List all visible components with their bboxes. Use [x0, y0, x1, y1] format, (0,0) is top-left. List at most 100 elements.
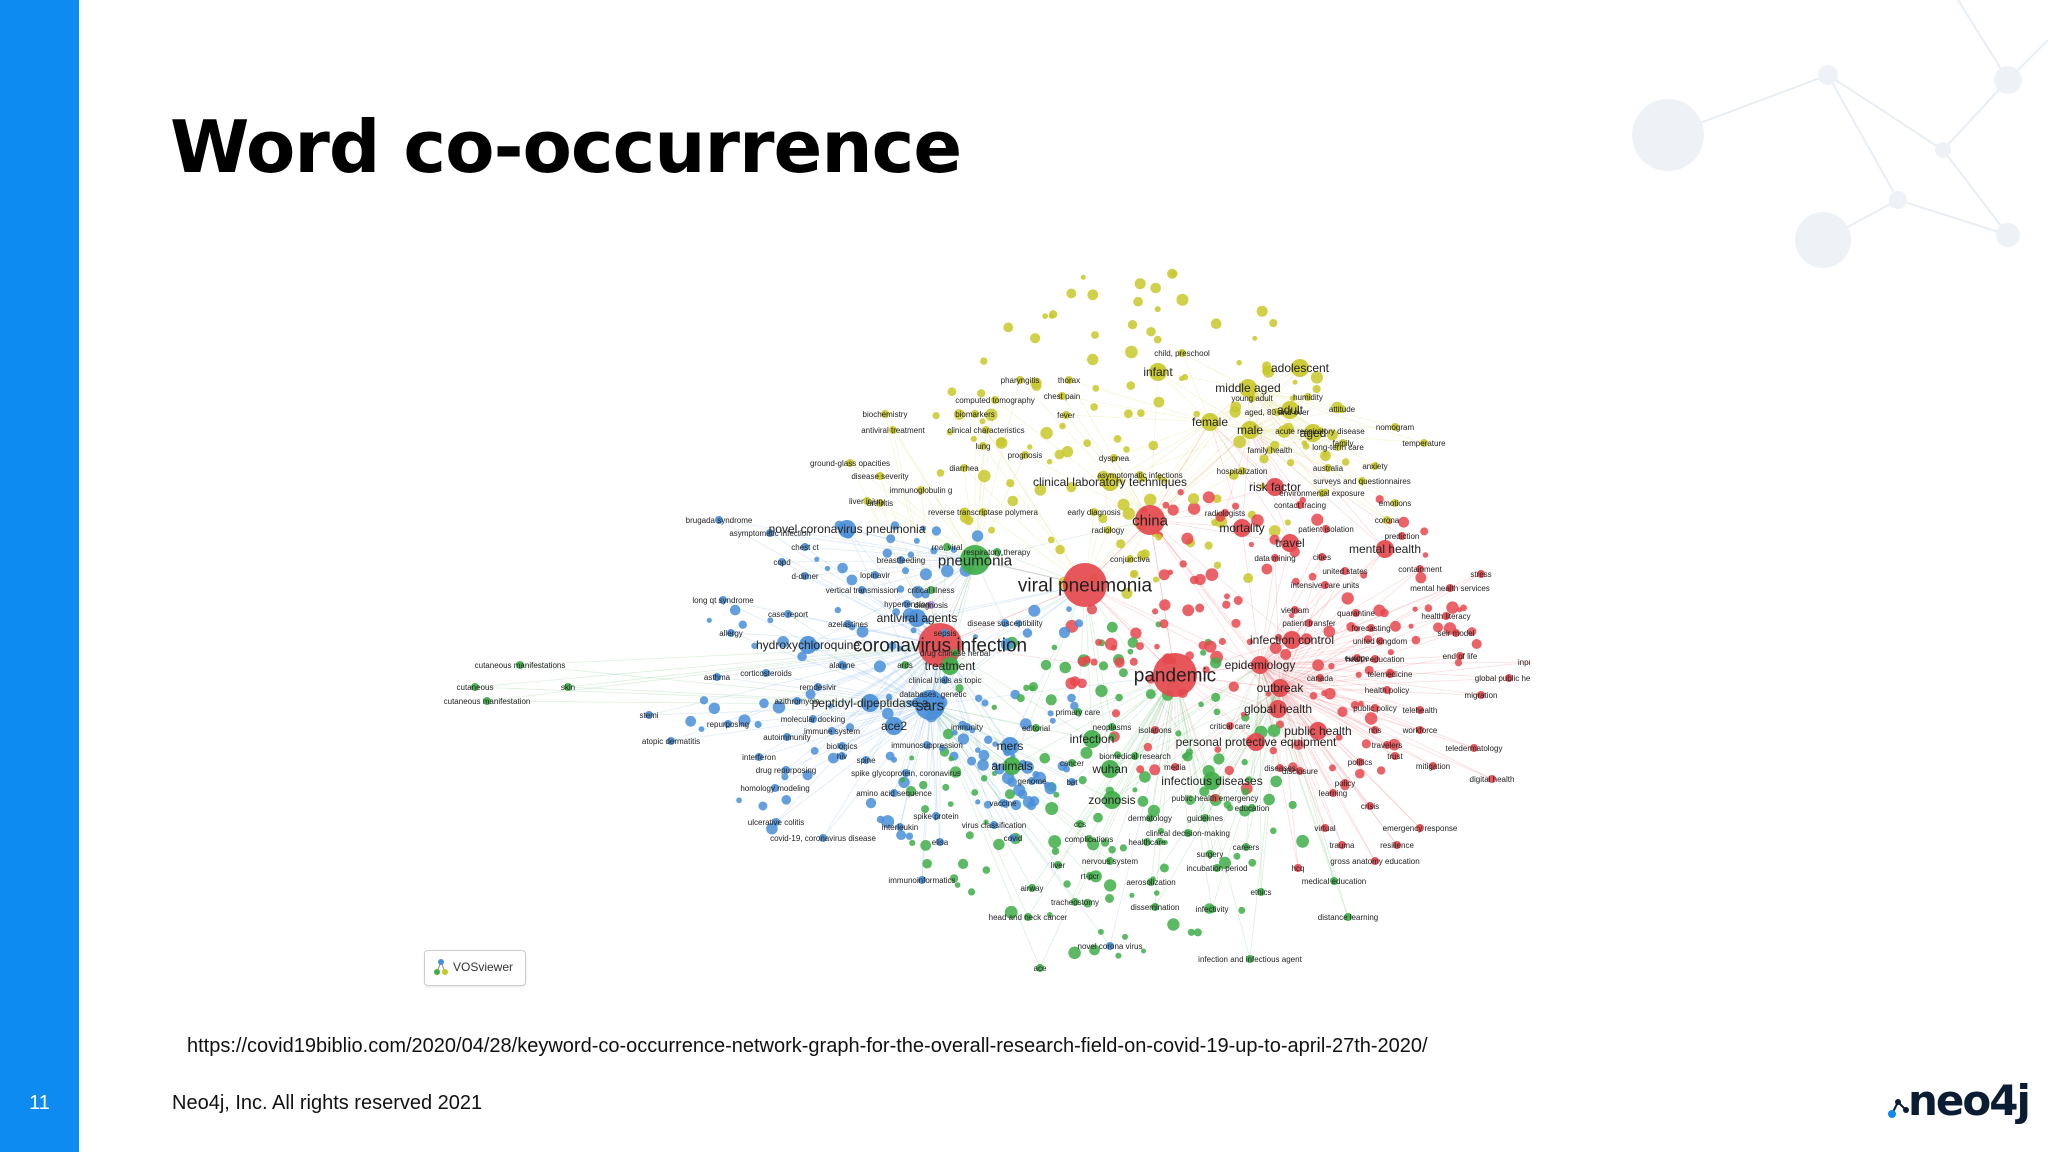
node-label: healthcare [1128, 838, 1166, 847]
network-node [1144, 493, 1157, 506]
network-node [876, 815, 885, 824]
node-label: spike protein [913, 812, 958, 821]
node-label: pharyngitis [1001, 376, 1040, 385]
network-node [1412, 606, 1418, 612]
network-edge [1229, 687, 1281, 727]
network-edge [807, 584, 1086, 646]
network-node [1145, 689, 1156, 700]
network-node [1070, 701, 1079, 711]
network-edge [1259, 664, 1321, 679]
network-node [1211, 692, 1221, 702]
node-label: clinical laboratory techniques [1033, 475, 1187, 489]
network-node [1106, 942, 1114, 950]
network-node [1433, 622, 1443, 633]
node-label: clinical trials as topic [909, 676, 982, 685]
network-node [975, 747, 981, 753]
network-node [1355, 671, 1362, 678]
node-label: teledermatology [1446, 744, 1503, 753]
network-edge [1247, 387, 1323, 494]
network-node [941, 564, 954, 578]
node-label: mers [997, 739, 1024, 753]
network-edge [1154, 664, 1261, 731]
node-label: homology modeling [740, 784, 809, 793]
node-label: inpatient [1518, 658, 1530, 667]
network-node [985, 408, 998, 422]
network-node [1341, 779, 1349, 787]
network-node [1329, 789, 1337, 797]
network-node [941, 657, 959, 675]
network-edge [879, 502, 976, 561]
network-node [876, 472, 884, 480]
node-label: viral pneumonia [1018, 576, 1153, 597]
network-edge [1259, 664, 1326, 829]
network-edge [1259, 535, 1403, 666]
network-node [1218, 637, 1226, 646]
network-node [1323, 625, 1336, 638]
network-node [1033, 771, 1047, 785]
node-label: disease susceptibility [967, 619, 1042, 628]
network-node [1287, 459, 1295, 467]
network-node [1239, 379, 1257, 397]
network-node [1152, 608, 1159, 615]
network-node [927, 601, 935, 609]
node-label: lopinavir [860, 571, 890, 580]
network-edge [1061, 395, 1151, 521]
network-node [1371, 462, 1379, 470]
source-link[interactable]: https://covid19biblio.com/2020/04/28/key… [187, 1035, 1428, 1057]
node-label: drug repurposing [756, 766, 816, 775]
network-edge [1279, 687, 1421, 829]
node-label: surveys and questionnaires [1313, 477, 1410, 486]
network-edge [935, 644, 941, 817]
node-label: trauma [1330, 841, 1355, 850]
network-edge [1084, 584, 1281, 689]
network-node [980, 775, 988, 782]
node-label: nervous system [1082, 857, 1138, 866]
network-node [1030, 333, 1041, 344]
network-edge [1247, 367, 1301, 389]
network-node [1248, 804, 1256, 812]
node-label: dyspnea [1099, 454, 1130, 463]
network-node [783, 733, 791, 741]
network-edge [1209, 421, 1301, 506]
network-node [1071, 898, 1079, 906]
network-node [797, 651, 807, 662]
network-node [1246, 638, 1254, 645]
network-node [1113, 751, 1122, 759]
network-node [802, 770, 813, 781]
network-node [1271, 554, 1279, 562]
network-node [698, 726, 705, 732]
node-label: computed tomography [955, 396, 1035, 405]
network-node [982, 426, 990, 434]
network-node [719, 596, 727, 604]
network-node [1090, 658, 1098, 666]
network-edge [892, 429, 976, 561]
network-node [1241, 788, 1249, 796]
network-node [960, 545, 990, 575]
node-label: early diagnosis [1067, 508, 1120, 517]
node-label: treatment [925, 659, 976, 673]
network-node [838, 742, 846, 750]
network-edge [1174, 674, 1251, 960]
node-label: medical education [1302, 877, 1366, 886]
network-edge [648, 644, 941, 716]
network-node [1454, 658, 1463, 667]
node-label: cancer [1060, 759, 1084, 768]
network-node [1123, 446, 1130, 453]
node-label: politics [1348, 758, 1372, 767]
network-node [1281, 534, 1299, 552]
network-edge [939, 584, 1086, 646]
network-edge [899, 644, 941, 828]
network-edge [879, 475, 941, 646]
node-label: spine [856, 756, 876, 765]
network-node [950, 546, 958, 553]
network-node [1226, 804, 1234, 812]
network-edge [892, 429, 941, 646]
network-edge [1259, 632, 1457, 666]
network-node [1068, 778, 1076, 786]
network-edge [1111, 687, 1281, 801]
network-edge [1279, 612, 1357, 689]
network-node [1087, 353, 1099, 366]
network-node [882, 707, 894, 720]
network-node [1263, 793, 1275, 806]
node-label: infection and infectious agent [1198, 955, 1302, 964]
